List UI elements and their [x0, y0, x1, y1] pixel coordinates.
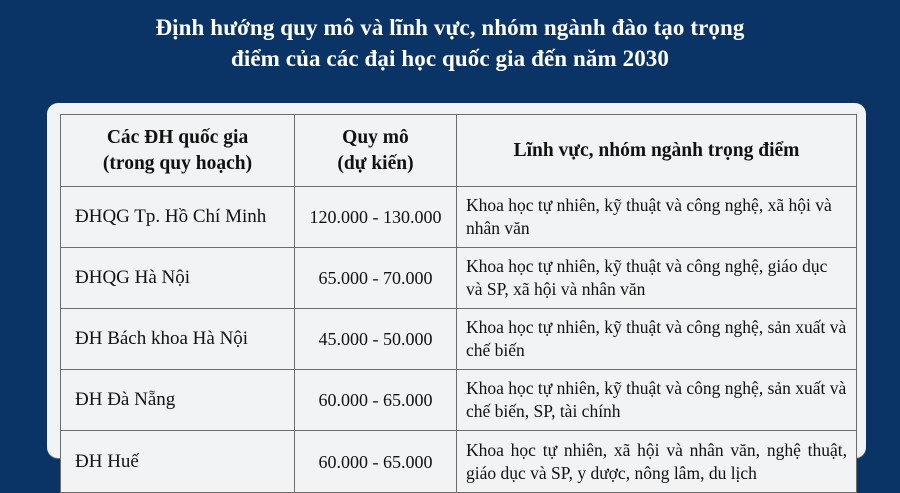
cell-scale-value: 120.000 - 130.000: [294, 186, 457, 248]
university-plan-table: Các ĐH quốc gia (trong quy hoạch) Quy mô…: [60, 114, 857, 493]
table-container: Các ĐH quốc gia (trong quy hoạch) Quy mô…: [60, 114, 857, 493]
column-header-scale-line-1: Quy mô: [342, 126, 409, 148]
cell-key-fields: Khoa học tự nhiên, xã hội và nhân văn, n…: [456, 430, 857, 493]
table-row: ĐH Bách khoa Hà Nội 45.000 - 50.000 Khoa…: [60, 308, 857, 370]
page-title-line-1: Định hướng quy mô và lĩnh vực, nhóm ngàn…: [155, 15, 745, 40]
table-row: ĐH Đà Nẵng 60.000 - 65.000 Khoa học tự n…: [60, 369, 857, 431]
column-header-university-line-2: (trong quy hoạch): [102, 152, 253, 174]
table-row: ĐH Huế 60.000 - 65.000 Khoa học tự nhiên…: [60, 430, 857, 493]
cell-scale-value: 60.000 - 65.000: [294, 430, 457, 493]
table-panel: Các ĐH quốc gia (trong quy hoạch) Quy mô…: [47, 103, 866, 493]
cell-university-name: ĐH Huế: [60, 430, 295, 493]
column-header-scale-line-2: (dự kiến): [337, 152, 414, 174]
cell-university-name: ĐHQG Hà Nội: [60, 247, 295, 309]
cell-key-fields: Khoa học tự nhiên, kỹ thuật và công nghệ…: [456, 186, 857, 248]
cell-university-name: ĐHQG Tp. Hồ Chí Minh: [60, 186, 295, 248]
cell-key-fields: Khoa học tự nhiên, kỹ thuật và công nghệ…: [456, 308, 857, 370]
column-header-scale: Quy mô (dự kiến): [294, 114, 457, 187]
cell-scale-value: 45.000 - 50.000: [294, 308, 457, 370]
infographic-page: Định hướng quy mô và lĩnh vực, nhóm ngàn…: [0, 12, 900, 493]
cell-scale-value: 65.000 - 70.000: [294, 247, 457, 309]
page-title: Định hướng quy mô và lĩnh vực, nhóm ngàn…: [0, 12, 900, 74]
cell-key-fields: Khoa học tự nhiên, kỹ thuật và công nghệ…: [456, 369, 857, 431]
page-title-line-2: điểm của các đại học quốc gia đến năm 20…: [230, 46, 670, 71]
cell-scale-value: 60.000 - 65.000: [294, 369, 457, 431]
table-row: ĐHQG Hà Nội 65.000 - 70.000 Khoa học tự …: [60, 247, 857, 309]
table-header: Các ĐH quốc gia (trong quy hoạch) Quy mô…: [60, 114, 857, 187]
column-header-fields-label: Lĩnh vực, nhóm ngành trọng điểm: [513, 139, 800, 161]
cell-key-fields: Khoa học tự nhiên, kỹ thuật và công nghệ…: [456, 247, 857, 309]
table-row: ĐHQG Tp. Hồ Chí Minh 120.000 - 130.000 K…: [60, 186, 857, 248]
cell-university-name: ĐH Bách khoa Hà Nội: [60, 308, 295, 370]
table-body: ĐHQG Tp. Hồ Chí Minh 120.000 - 130.000 K…: [60, 186, 857, 493]
column-header-fields: Lĩnh vực, nhóm ngành trọng điểm: [456, 114, 857, 187]
column-header-university-line-1: Các ĐH quốc gia: [106, 126, 249, 148]
column-header-university: Các ĐH quốc gia (trong quy hoạch): [60, 114, 295, 187]
cell-university-name: ĐH Đà Nẵng: [60, 369, 295, 431]
table-header-row: Các ĐH quốc gia (trong quy hoạch) Quy mô…: [60, 114, 857, 187]
